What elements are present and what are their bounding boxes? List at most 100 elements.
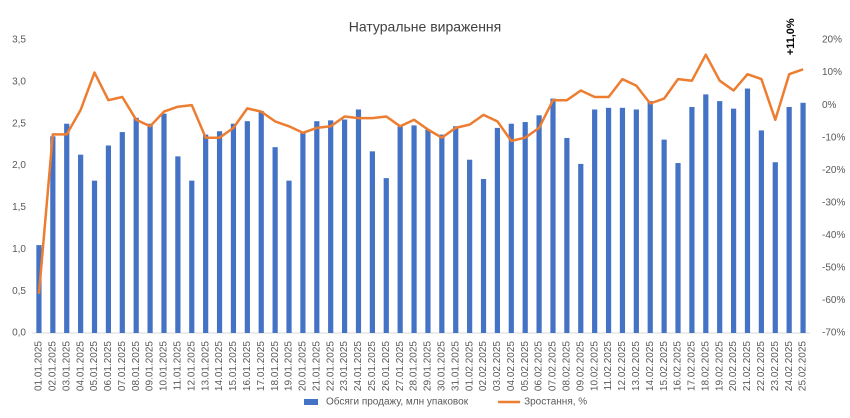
x-tick-label: 06.01.2025 xyxy=(103,341,114,391)
legend-label: Обсяги продажу, млн упаковок xyxy=(326,396,469,408)
x-tick-label: 25.01.2025 xyxy=(367,341,378,391)
bar xyxy=(258,111,264,334)
bar xyxy=(216,131,223,333)
x-tick-label: 25.02.2025 xyxy=(798,341,809,391)
y2-tick-label: -10% xyxy=(822,132,845,143)
x-tick-label: 14.01.2025 xyxy=(214,341,225,391)
bar xyxy=(300,132,306,333)
x-tick-label: 07.01.2025 xyxy=(117,341,128,391)
x-tick-label: 24.02.2025 xyxy=(784,341,795,391)
bar xyxy=(661,139,667,333)
x-tick-label: 13.02.2025 xyxy=(631,341,642,391)
y2-tick-label: 0% xyxy=(822,100,837,111)
x-tick-label: 23.01.2025 xyxy=(339,341,350,391)
x-tick-label: 20.02.2025 xyxy=(728,341,739,391)
bar xyxy=(508,123,514,333)
bar xyxy=(411,125,417,333)
legend-label: Зростання, % xyxy=(524,397,587,408)
y-tick-label: 1,5 xyxy=(12,202,26,213)
bar xyxy=(203,134,209,333)
y2-tick-label: -40% xyxy=(822,230,845,241)
bar xyxy=(536,115,542,333)
bar xyxy=(147,123,153,333)
bar xyxy=(133,117,139,334)
x-tick-label: 21.01.2025 xyxy=(311,341,322,391)
bar xyxy=(744,88,751,333)
bar xyxy=(175,156,181,333)
bar xyxy=(161,113,167,333)
x-tick-label: 28.01.2025 xyxy=(409,341,420,391)
x-tick-label: 21.02.2025 xyxy=(742,341,753,391)
x-tick-label: 03.02.2025 xyxy=(492,341,503,391)
y-tick-label: 0,0 xyxy=(12,328,26,339)
x-tick-label: 17.02.2025 xyxy=(687,341,698,391)
y-tick-label: 1,0 xyxy=(12,244,26,255)
x-tick-label: 01.01.2025 xyxy=(34,341,45,391)
bar xyxy=(717,101,723,334)
x-tick-label: 04.01.2025 xyxy=(75,341,86,391)
x-tick-label: 10.02.2025 xyxy=(589,341,600,391)
bar xyxy=(494,127,501,334)
x-tick-label: 09.01.2025 xyxy=(145,341,156,391)
x-tick-label: 08.01.2025 xyxy=(131,341,142,391)
bar xyxy=(619,107,626,334)
x-tick-label: 19.02.2025 xyxy=(714,341,725,391)
x-tick-label: 02.01.2025 xyxy=(47,341,58,391)
x-tick-label: 12.01.2025 xyxy=(186,341,197,391)
bar xyxy=(439,134,445,333)
bar xyxy=(355,109,362,334)
x-tick-label: 29.01.2025 xyxy=(423,341,434,391)
bar xyxy=(244,121,250,334)
legend-swatch xyxy=(304,399,318,405)
x-tick-label: 16.01.2025 xyxy=(242,341,253,391)
x-tick-label: 20.01.2025 xyxy=(298,341,309,391)
bar xyxy=(689,106,695,333)
x-tick-label: 13.01.2025 xyxy=(200,341,211,391)
x-tick-label: 12.02.2025 xyxy=(617,341,628,391)
x-tick-label: 05.02.2025 xyxy=(520,341,531,391)
bar xyxy=(341,119,348,334)
y2-tick-label: 20% xyxy=(822,35,842,46)
x-tick-label: 01.02.2025 xyxy=(464,341,475,391)
bar xyxy=(480,178,487,333)
bar xyxy=(453,126,459,334)
bar xyxy=(467,159,473,333)
x-tick-label: 19.01.2025 xyxy=(284,341,295,391)
x-tick-label: 06.02.2025 xyxy=(534,341,545,391)
x-tick-label: 15.02.2025 xyxy=(659,341,670,391)
x-tick-label: 14.02.2025 xyxy=(645,341,656,391)
chart-title: Натуральне вираження xyxy=(349,19,501,35)
y-tick-label: 2,0 xyxy=(12,160,26,171)
x-tick-label: 09.02.2025 xyxy=(575,341,586,391)
bar xyxy=(564,137,570,333)
y2-tick-label: 10% xyxy=(822,67,842,78)
x-tick-label: 30.01.2025 xyxy=(436,341,447,391)
x-tick-label: 02.02.2025 xyxy=(478,341,489,391)
x-tick-label: 18.02.2025 xyxy=(700,341,711,391)
x-tick-label: 22.01.2025 xyxy=(325,341,336,391)
bar xyxy=(189,180,195,333)
bar xyxy=(647,101,653,334)
y-tick-label: 0,5 xyxy=(12,286,26,297)
x-tick-label: 04.02.2025 xyxy=(506,341,517,391)
y2-tick-label: -30% xyxy=(822,197,845,208)
bar xyxy=(730,108,737,333)
y2-tick-label: -60% xyxy=(822,295,845,306)
bar xyxy=(314,121,320,334)
bar xyxy=(800,102,806,334)
bar xyxy=(592,109,598,334)
bar xyxy=(119,132,125,333)
x-tick-label: 26.01.2025 xyxy=(381,341,392,391)
x-tick-label: 07.02.2025 xyxy=(548,341,559,391)
x-tick-label: 11.02.2025 xyxy=(603,341,614,391)
x-tick-label: 22.02.2025 xyxy=(756,341,767,391)
bar xyxy=(383,178,389,333)
bar xyxy=(425,129,431,333)
x-tick-label: 08.02.2025 xyxy=(562,341,573,391)
bar xyxy=(369,151,375,333)
y2-tick-label: -70% xyxy=(822,328,845,339)
x-tick-label: 24.01.2025 xyxy=(353,341,364,391)
y2-tick-label: -20% xyxy=(822,165,845,176)
bar xyxy=(605,107,612,334)
